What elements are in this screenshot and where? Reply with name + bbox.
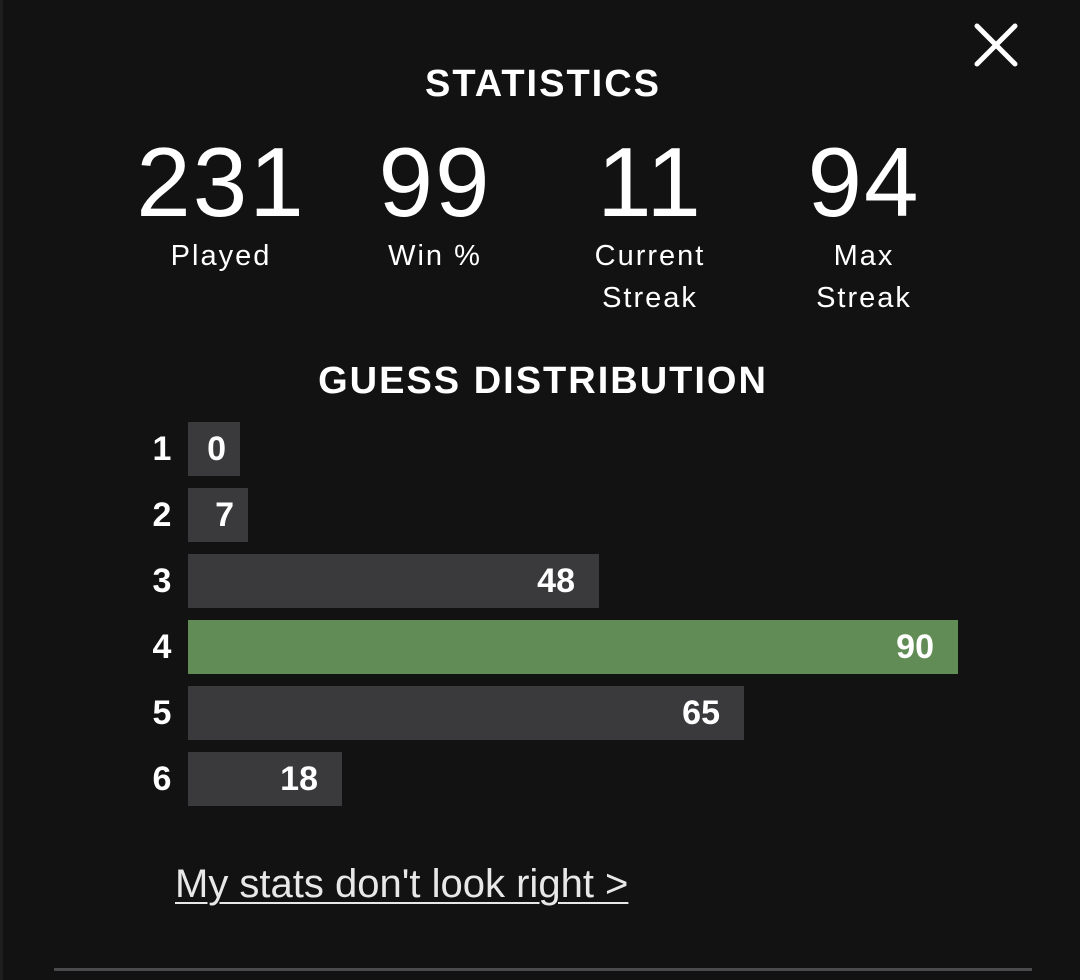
stat-max-streak: 94 Max Streak [754, 132, 974, 319]
guess-number: 6 [152, 760, 172, 798]
close-button[interactable] [969, 20, 1023, 70]
distribution-row: 5 65 [143, 686, 963, 740]
distribution-row: 4 90 [143, 620, 963, 674]
stat-played: 231 Played [111, 132, 331, 277]
stat-value: 94 [807, 127, 921, 237]
stat-label: Current Streak [594, 240, 706, 314]
guess-distribution-chart: 1 0 2 7 3 48 4 90 5 65 6 18 [143, 422, 963, 818]
guess-number: 2 [152, 496, 172, 534]
distribution-row: 3 48 [143, 554, 963, 608]
distribution-bar: 18 [188, 752, 342, 806]
stats-help-link[interactable]: My stats don't look right > [175, 862, 629, 906]
guess-number: 1 [152, 430, 172, 468]
stat-win-percent: 99 Win % [325, 132, 545, 277]
distribution-bar: 90 [188, 620, 958, 674]
distribution-bar: 0 [188, 422, 240, 476]
stat-current-streak: 11 Current Streak [540, 132, 760, 319]
statistics-title: STATISTICS [424, 63, 662, 105]
stat-value: 99 [378, 127, 492, 237]
distribution-bar: 7 [188, 488, 248, 542]
guess-distribution-title: GUESS DISTRIBUTION [318, 360, 768, 402]
distribution-bar: 65 [188, 686, 744, 740]
stats-row: 231 Played 99 Win % 11 Current Streak 94… [3, 132, 1080, 322]
stat-value: 11 [597, 127, 703, 237]
guess-number: 3 [152, 562, 172, 600]
stat-label: Win % [388, 240, 482, 272]
divider [54, 968, 1032, 971]
distribution-row: 6 18 [143, 752, 963, 806]
guess-number: 5 [152, 694, 172, 732]
distribution-bar: 48 [188, 554, 599, 608]
stat-label: Max Streak [816, 240, 912, 314]
stat-value: 231 [136, 127, 306, 237]
stat-label: Played [170, 240, 272, 272]
guess-number: 4 [152, 628, 172, 666]
close-icon [974, 23, 1018, 67]
